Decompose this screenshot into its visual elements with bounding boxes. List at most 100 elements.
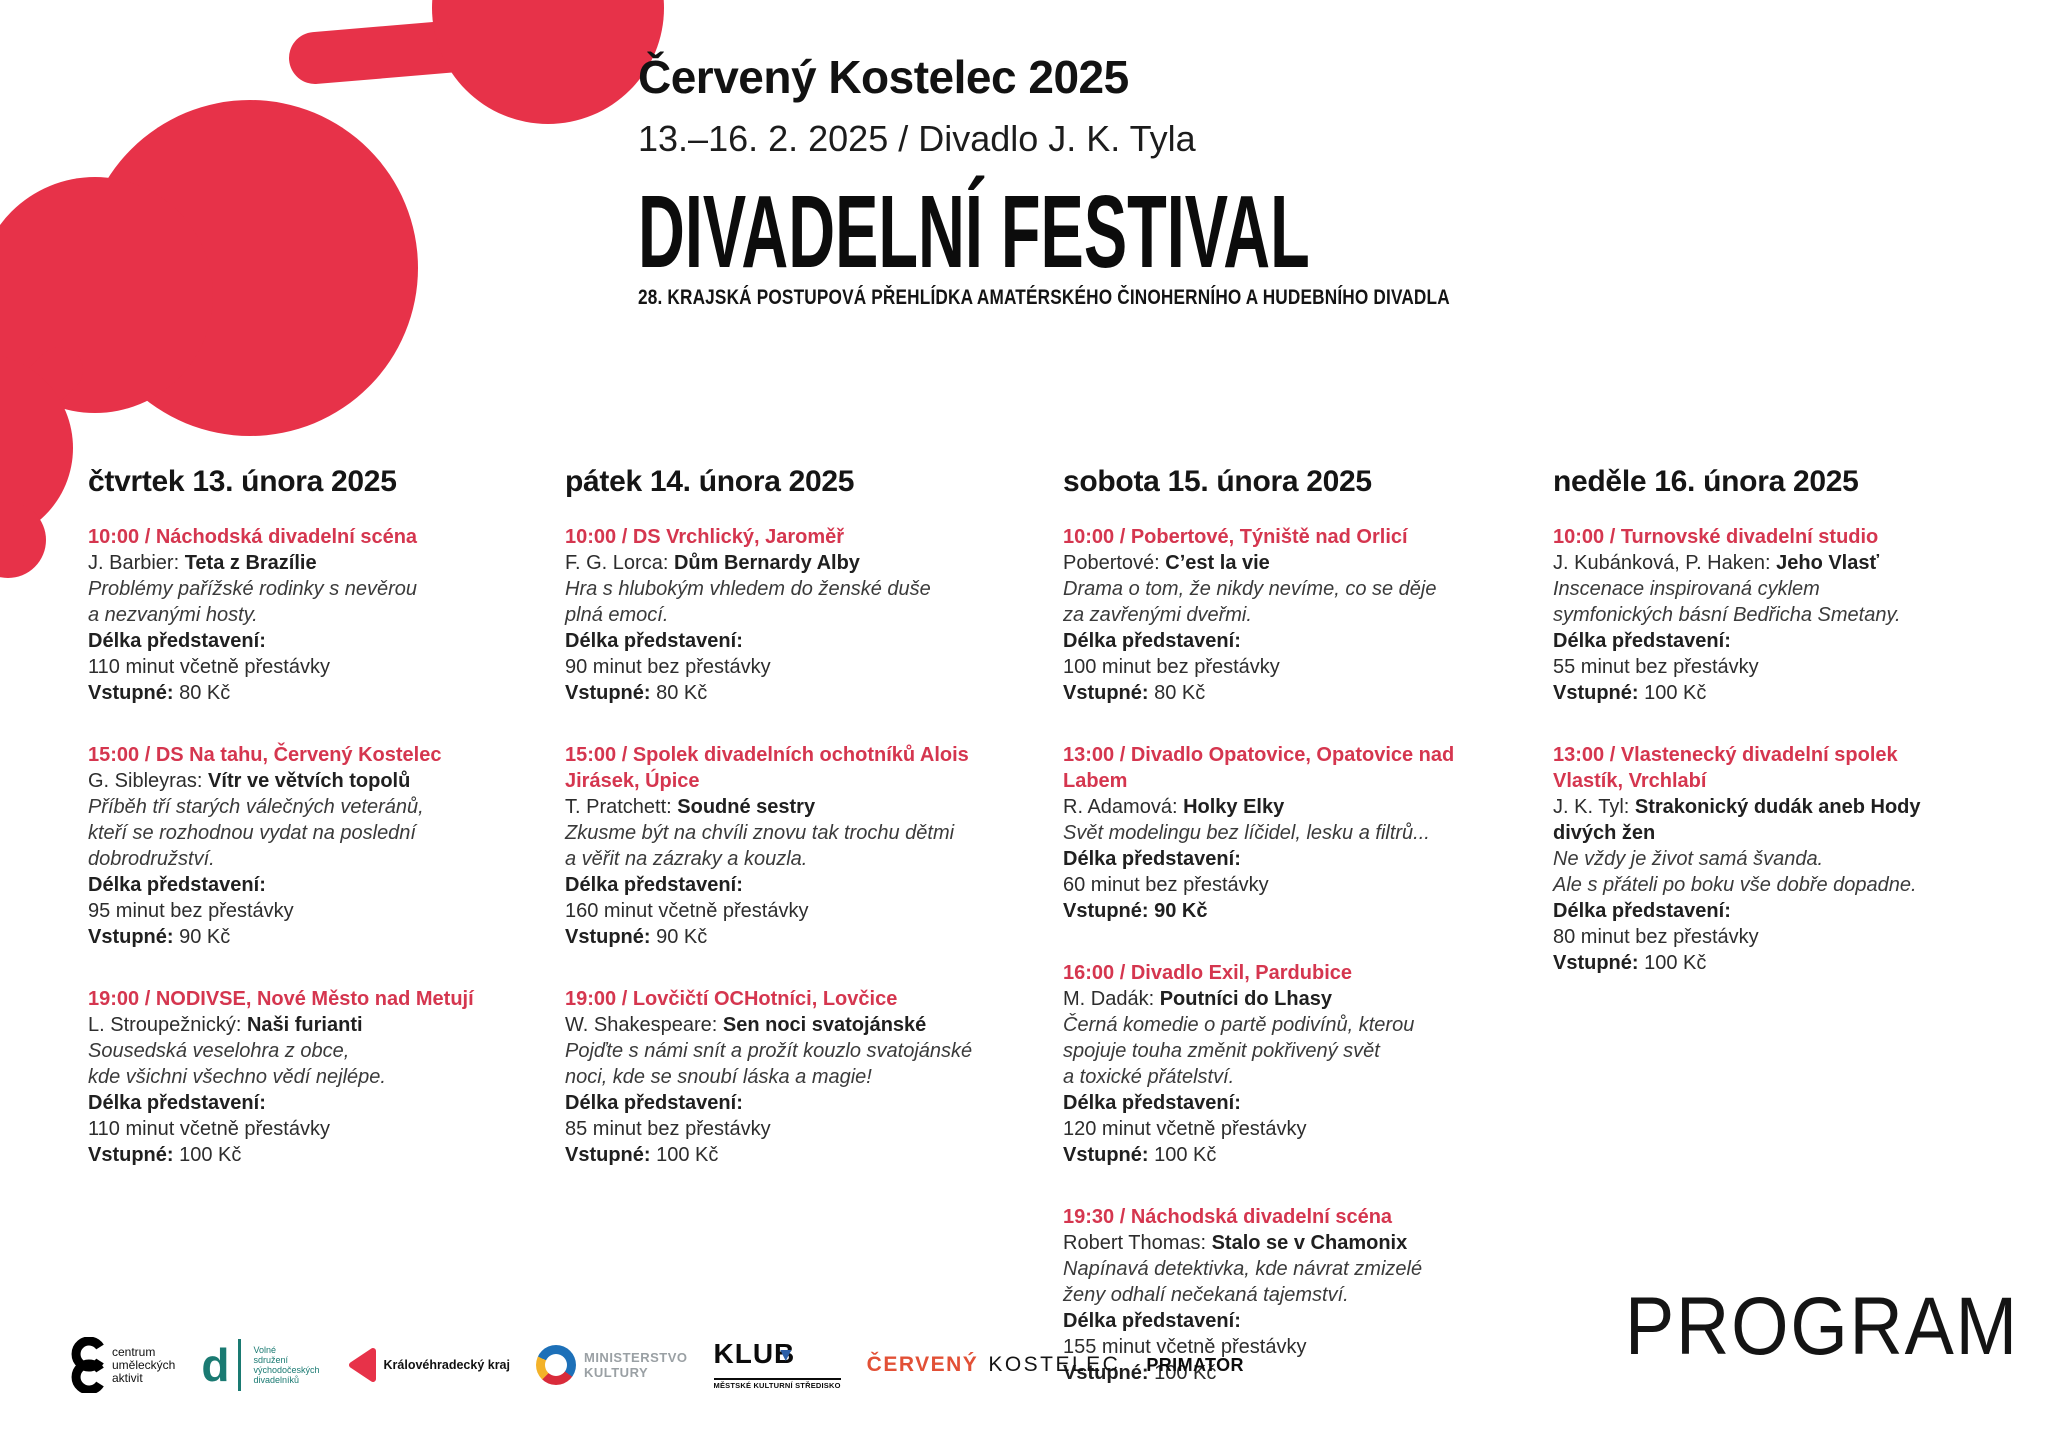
event-author-title: L. Stroupežnický: Naši furianti — [88, 1012, 568, 1038]
event-title: Sen noci svatojánské — [722, 1014, 927, 1036]
klub-logo-title: KLUB — [714, 1340, 796, 1368]
event-author: Robert Thomas: — [1063, 1232, 1212, 1254]
ministry-logo-label: MINISTERSTVO KULTURY — [583, 1350, 688, 1380]
event-duration: 100 minut bez přestávky — [1063, 656, 1280, 678]
khk-logo-label: Královéhradecký kraj — [383, 1358, 510, 1372]
event-price-value: 90 Kč — [1154, 900, 1208, 922]
event-entry: 10:00 / DS Vrchlický, Jaroměř F. G. Lorca… — [565, 524, 1045, 706]
event-price: Vstupné: 100 Kč — [1553, 950, 2033, 976]
event-price: Vstupné: 100 Kč — [1063, 1360, 1543, 1386]
vsvd-logo-label: Volné sdružení východočeských divadelník… — [253, 1345, 320, 1385]
event-title: Cʼest la vie — [1165, 552, 1270, 574]
event-duration-label: Délka představení: — [88, 874, 266, 896]
event-author: F. G. Lorca: — [565, 552, 674, 574]
event-author: Pobertové: — [1063, 552, 1166, 574]
klub-logo-subtitle: MĚSTSKÉ KULTURNÍ STŘEDISKO — [713, 1378, 841, 1390]
event-author-title: J. Kubánková, P. Haken: Jeho Vlasť — [1553, 550, 2033, 576]
event-duration: 85 minut bez přestávky — [565, 1118, 771, 1140]
event-price-value: 100 Kč — [1644, 952, 1707, 974]
event-duration-label: Délka představení: — [1063, 630, 1241, 652]
event-price-label: Vstupné: — [1063, 900, 1155, 922]
event-price-value: 90 Kč — [179, 926, 231, 948]
event-price-label: Vstupné: — [1553, 682, 1645, 704]
event-time-venue: 10:00 / Turnovské divadelní studio — [1553, 526, 1879, 548]
event-author: J. K. Tyl: — [1553, 796, 1635, 818]
event-price: Vstupné: 90 Kč — [88, 924, 568, 950]
klub-logo-text: KLUB — [713, 1338, 796, 1369]
event-time-venue: 15:00 / DS Na tahu, Červený Kostelec — [88, 744, 442, 766]
event-time-venue: 19:00 / Lovčičtí OCHotníci, Lovčice — [565, 988, 898, 1010]
event-title: Teta z Brazílie — [184, 552, 317, 574]
event-price: Vstupné: 100 Kč — [88, 1142, 568, 1168]
event-title: Soudné sestry — [677, 796, 816, 818]
event-duration: 120 minut včetně přestávky — [1063, 1118, 1307, 1140]
event-duration-label: Délka představení: — [565, 874, 743, 896]
event-duration-label: Délka představení: — [1553, 900, 1731, 922]
day-column: čtvrtek 13. února 2025 10:00 / Náchodská … — [88, 462, 568, 1204]
event-duration: 95 minut bez přestávky — [88, 900, 294, 922]
kostelec-logo-word: KOSTELEC — [988, 1353, 1121, 1376]
event-time-venue: 13:00 / Vlastenecký divadelní spolek Vla… — [1553, 744, 1898, 792]
event-price-label: Vstupné: — [88, 926, 180, 948]
event-price-value: 80 Kč — [179, 682, 231, 704]
event-price-value: 100 Kč — [179, 1144, 242, 1166]
event-duration-label: Délka představení: — [565, 1092, 743, 1114]
program-label: PROGRAM — [1625, 1281, 2019, 1372]
decoration-circle-edge — [0, 355, 73, 541]
city-year-heading: Červený Kostelec 2025 — [638, 51, 1129, 103]
event-author: T. Pratchett: — [565, 796, 678, 818]
ministry-ring-icon — [535, 1345, 576, 1385]
event-price: Vstupné: 100 Kč — [1553, 680, 2033, 706]
event-description: Svět modelingu bez líčidel, lesku a filt… — [1063, 822, 1430, 844]
event-price-value: 100 Kč — [1154, 1362, 1217, 1384]
event-description: Drama o tom, že nikdy nevíme, co se děje… — [1063, 578, 1437, 626]
logo-klub: KLUB MĚSTSKÉ KULTURNÍ STŘEDISKO — [713, 1340, 841, 1390]
event-entry: 13:00 / Divadlo Opatovice, Opatovice nad… — [1063, 742, 1543, 924]
primator-logo-label: PRIMATOR — [1146, 1354, 1244, 1375]
event-description: Hra s hlubokým vhledem do ženské duše pl… — [565, 578, 931, 626]
event-description: Napínavá detektivka, kde návrat zmizelé … — [1063, 1258, 1423, 1306]
logo-centrum-umeleckych-aktivit: centrum uměleckých aktivit — [70, 1337, 175, 1393]
event-price-label: Vstupné: — [1063, 682, 1155, 704]
event-time-venue: 10:00 / Náchodská divadelní scéna — [88, 526, 418, 548]
red-circles-decoration — [0, 0, 664, 578]
klub-shield-icon — [780, 1350, 792, 1361]
event-price-label: Vstupné: — [565, 926, 657, 948]
event-entry: 15:00 / DS Na tahu, Červený Kostelec G. S… — [88, 742, 568, 950]
event-price: Vstupné: 90 Kč — [1063, 898, 1543, 924]
event-title: Poutníci do Lhasy — [1159, 988, 1332, 1010]
event-time-venue: 19:00 / NODIVSE, Nové Město nad Metují — [88, 988, 474, 1010]
event-price-label: Vstupné: — [1063, 1362, 1155, 1384]
event-price-label: Vstupné: — [1553, 952, 1645, 974]
event-time-venue: 19:30 / Náchodská divadelní scéna — [1063, 1206, 1393, 1228]
event-author-title: F. G. Lorca: Dům Bernardy Alby — [565, 550, 1045, 576]
event-author: J. Kubánková, P. Haken: — [1553, 552, 1777, 574]
event-price: Vstupné: 80 Kč — [88, 680, 568, 706]
event-price: Vstupné: 90 Kč — [565, 924, 1045, 950]
event-author: M. Dadák: — [1063, 988, 1160, 1010]
event-duration: 110 minut včetně přestávky — [88, 656, 330, 678]
event-price-label: Vstupné: — [565, 682, 657, 704]
event-price: Vstupné: 100 Kč — [565, 1142, 1045, 1168]
event-duration: 155 minut včetně přestávky — [1063, 1336, 1307, 1358]
event-duration-label: Délka představení: — [1063, 1310, 1241, 1332]
event-price-label: Vstupné: — [88, 682, 180, 704]
event-duration-label: Délka představení: — [88, 1092, 266, 1114]
day-column: sobota 15. února 2025 10:00 / Pobertové, … — [1063, 462, 1543, 1422]
logo-primator: PRIMATOR — [1146, 1355, 1244, 1376]
vsvd-logo-icon: d — [201, 1339, 230, 1391]
event-duration-label: Délka představení: — [88, 630, 266, 652]
event-duration-label: Délka představení: — [1063, 1092, 1241, 1114]
event-description: Černá komedie o partě podivínů, kterou s… — [1063, 1014, 1415, 1088]
day-heading: pátek 14. února 2025 — [565, 465, 855, 498]
event-entry: 10:00 / Náchodská divadelní scéna J. Barb… — [88, 524, 568, 706]
event-duration-label: Délka představení: — [1063, 848, 1241, 870]
cua-logo-icon — [71, 1337, 104, 1393]
day-heading: čtvrtek 13. února 2025 — [88, 465, 397, 498]
day-column: pátek 14. února 2025 10:00 / DS Vrchlický… — [565, 462, 1045, 1204]
event-entry: 10:00 / Pobertové, Týniště nad Orlicí Pob… — [1063, 524, 1543, 706]
event-entry: 19:30 / Náchodská divadelní scéna Robert … — [1063, 1204, 1543, 1386]
event-time-venue: 10:00 / DS Vrchlický, Jaroměř — [565, 526, 845, 548]
event-description: Sousedská veselohra z obce, kde všichni … — [88, 1040, 386, 1088]
day-heading: neděle 16. února 2025 — [1553, 465, 1859, 498]
